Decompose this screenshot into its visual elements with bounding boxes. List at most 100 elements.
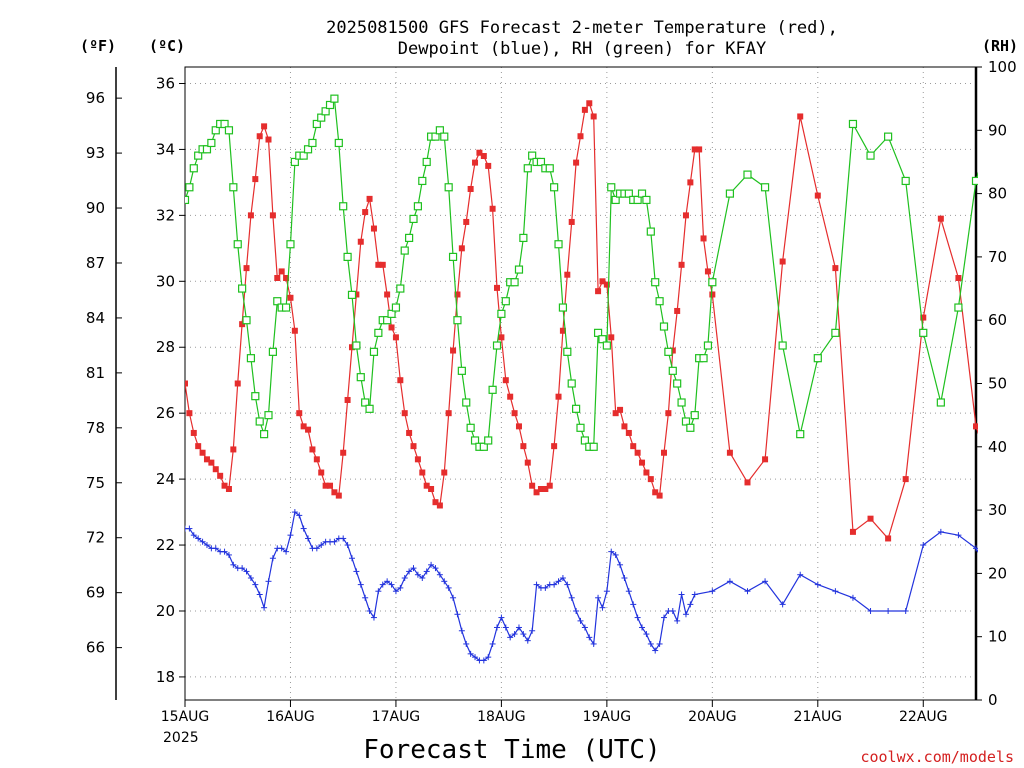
rh-tick-label: 80: [988, 185, 1007, 203]
dewpoint-point: [212, 545, 219, 552]
temperature-point: [313, 456, 320, 463]
rh-point: [431, 132, 440, 141]
temperature-point: [318, 469, 325, 476]
rh-point: [813, 354, 822, 363]
rh-point: [242, 316, 251, 325]
temperature-point: [432, 499, 439, 506]
rh-point: [651, 278, 660, 287]
celsius-tick-label: 30: [156, 272, 175, 290]
rh-point: [668, 366, 677, 375]
fahrenheit-tick-label: 66: [86, 639, 105, 657]
celsius-tick-label: 22: [156, 536, 175, 554]
dewpoint-point: [441, 578, 448, 585]
rh-point: [409, 214, 418, 224]
temperature-point: [524, 459, 531, 466]
temperature-point: [920, 314, 927, 321]
temperature-point: [612, 410, 619, 417]
rh-point: [238, 284, 247, 293]
rh-tick-label: 30: [988, 501, 1007, 519]
temperature-point: [458, 245, 465, 252]
dewpoint-point: [502, 624, 509, 631]
temperature-point: [243, 265, 250, 272]
temperature-point: [700, 235, 707, 242]
rh-point: [352, 341, 361, 350]
temperature-point: [726, 449, 733, 456]
rh-point: [299, 151, 308, 160]
dewpoint-point: [678, 591, 685, 598]
temperature-point: [186, 410, 193, 417]
rh-point: [396, 284, 405, 293]
dewpoint-point: [674, 617, 681, 624]
dewpoint-point: [261, 604, 268, 611]
dewpoint-point: [419, 575, 426, 582]
dewpoint-point: [885, 607, 892, 614]
rh-point: [576, 423, 585, 432]
dewpoint-point: [595, 594, 602, 601]
temperature-point: [555, 393, 562, 400]
rh-point: [637, 189, 647, 198]
temperature-point: [278, 268, 285, 275]
temperature-point: [630, 443, 637, 450]
temperature-point: [392, 334, 399, 341]
fahrenheit-tick-label: 75: [86, 474, 105, 492]
celsius-tick-label: 20: [156, 602, 175, 620]
dewpoint-point: [305, 535, 312, 542]
dewpoint-point: [599, 604, 606, 611]
temperature-point: [814, 192, 821, 199]
dewpoint-point: [375, 588, 382, 595]
dewpoint-point: [590, 640, 597, 647]
temperature-point: [1008, 522, 1014, 528]
dewpoint-point: [515, 624, 522, 631]
rh-point: [593, 328, 603, 337]
celsius-tick-label: 24: [156, 470, 175, 488]
temperature-point: [190, 429, 197, 436]
rh-point: [369, 347, 379, 356]
temperature-point: [388, 324, 395, 331]
rh-point: [308, 138, 317, 148]
dewpoint-point: [832, 588, 839, 595]
temperature-point: [230, 446, 237, 453]
fahrenheit-tick-label: 78: [86, 419, 105, 437]
rh-point: [563, 347, 572, 356]
temperature-point: [203, 456, 210, 463]
rh-tick-label: 10: [988, 628, 1007, 646]
rh-point: [303, 145, 313, 154]
dewpoint-point: [384, 578, 391, 585]
rh-point: [400, 246, 409, 255]
temperature-point: [573, 159, 580, 166]
temperature-point: [498, 334, 505, 341]
temperature-point: [340, 449, 347, 456]
temperature-point: [885, 535, 892, 542]
dewpoint-point: [573, 607, 580, 614]
dewpoint-point: [529, 627, 536, 634]
rh-point: [673, 379, 682, 388]
rh-point: [602, 341, 611, 350]
dewpoint-point: [555, 578, 562, 585]
temperature-point: [696, 146, 703, 153]
rh-point: [435, 126, 444, 135]
temperature-point: [261, 123, 268, 130]
x-tick-label: 21AUG: [794, 709, 843, 725]
temperature-point: [296, 410, 303, 417]
dewpoint-point: [581, 624, 588, 631]
rh-point: [545, 164, 554, 173]
chart-title-line2: Dewpoint (blue), RH (green) for KFAY: [398, 39, 766, 59]
dewpoint-point: [432, 565, 439, 572]
dewpoint-point: [726, 578, 733, 585]
dewpoint-point: [450, 594, 457, 601]
dewpoint-point: [366, 607, 373, 614]
dewpoint-point: [252, 581, 259, 588]
celsius-tick-label: 32: [156, 206, 175, 224]
temperature-point: [252, 176, 259, 183]
dewpoint-point: [348, 555, 355, 562]
temperature-point: [678, 261, 685, 268]
dewpoint-point: [656, 640, 663, 647]
rh-point: [681, 417, 691, 426]
rh-point: [448, 252, 458, 261]
rh-point: [383, 316, 392, 325]
dewpoint-point: [494, 624, 501, 631]
temperature-point: [300, 423, 307, 430]
dewpoint-point: [669, 607, 676, 614]
rh-point: [233, 240, 242, 249]
